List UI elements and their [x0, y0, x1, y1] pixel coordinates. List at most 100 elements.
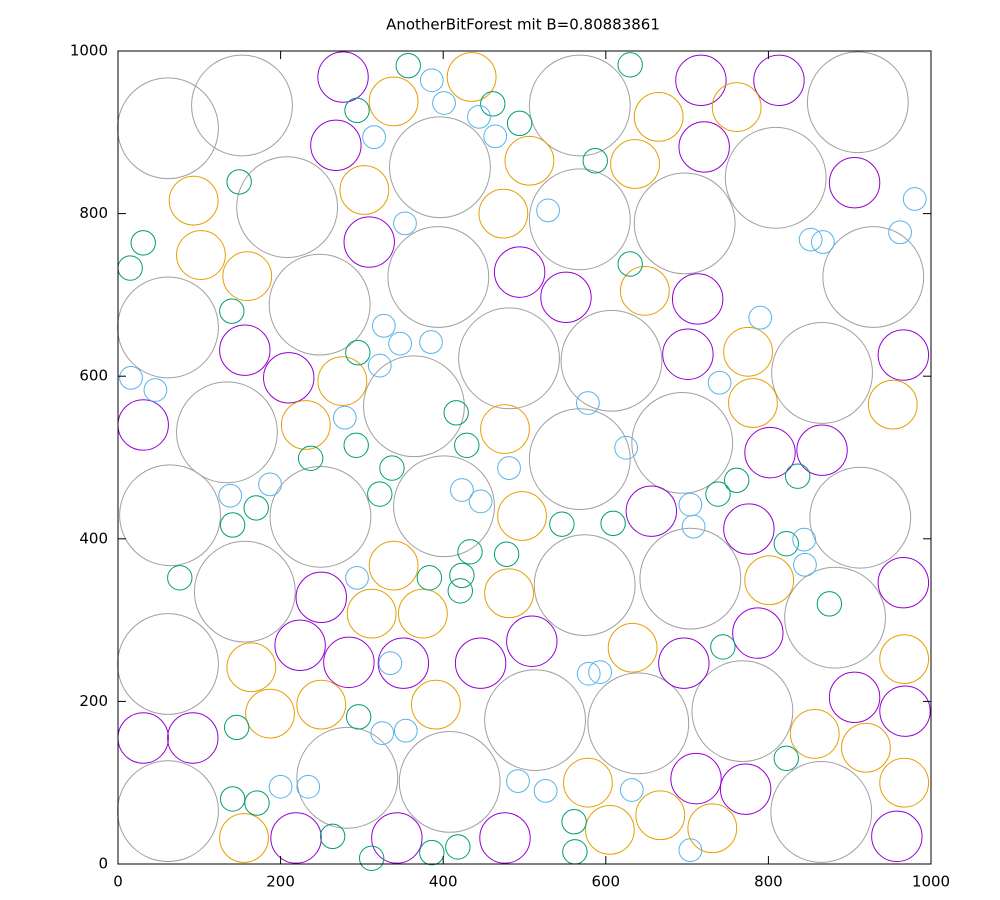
circle: [296, 726, 399, 829]
circle: [362, 125, 386, 150]
circle: [397, 588, 448, 639]
x-tick-label: 0: [113, 873, 123, 891]
circle: [367, 481, 393, 507]
circle: [879, 634, 930, 685]
circle: [563, 757, 613, 808]
y-tick-label: 800: [79, 204, 108, 222]
circle: [533, 534, 636, 637]
circle: [419, 330, 443, 354]
circle: [387, 226, 490, 328]
circle: [458, 307, 560, 410]
circle: [119, 365, 143, 390]
circle: [243, 495, 269, 521]
circle: [263, 352, 315, 404]
circle: [678, 121, 730, 173]
circle: [245, 688, 295, 739]
circle: [117, 613, 219, 715]
circle: [410, 679, 461, 730]
circle: [258, 472, 282, 497]
y-tick-label: 400: [79, 529, 108, 547]
circle: [560, 309, 663, 412]
circle: [773, 745, 799, 772]
circle: [610, 139, 660, 189]
circle: [344, 97, 370, 124]
circle: [226, 169, 252, 195]
circle: [358, 845, 385, 872]
circle: [368, 540, 419, 591]
circle: [789, 709, 840, 759]
circle: [119, 464, 221, 567]
circle: [378, 651, 403, 676]
circle: [236, 156, 339, 259]
circle: [528, 408, 631, 511]
circle: [678, 492, 703, 517]
circle: [841, 722, 891, 773]
x-tick-label: 600: [591, 873, 620, 891]
circle: [343, 432, 369, 458]
circle: [268, 774, 293, 799]
circle: [274, 619, 326, 672]
circle: [176, 381, 278, 484]
circle: [432, 91, 456, 115]
circle: [379, 455, 405, 481]
circle: [389, 116, 491, 219]
circle: [619, 265, 670, 316]
circle: [296, 774, 321, 799]
circle: [117, 760, 219, 863]
circle: [877, 556, 930, 609]
circle: [167, 712, 219, 764]
circle: [219, 813, 269, 863]
circle: [773, 530, 799, 557]
circle: [345, 704, 372, 730]
circle: [809, 466, 912, 569]
circle: [319, 823, 346, 850]
circle: [484, 568, 534, 619]
circle: [744, 555, 795, 606]
circle: [770, 761, 873, 863]
circle: [879, 757, 930, 808]
circle: [268, 253, 371, 356]
circle: [479, 812, 531, 864]
circle: [219, 512, 246, 538]
circle: [176, 230, 226, 280]
circle: [416, 565, 443, 591]
circle: [600, 510, 626, 537]
circle: [371, 812, 423, 864]
circle: [480, 404, 530, 454]
circle: [796, 424, 848, 476]
circle: [270, 812, 322, 864]
circle: [445, 834, 471, 860]
circle: [576, 391, 600, 415]
circle: [218, 483, 243, 508]
circle: [454, 637, 507, 689]
circle: [506, 769, 530, 793]
circle: [398, 730, 501, 833]
circle: [317, 356, 368, 406]
circle: [662, 328, 714, 380]
circle: [675, 54, 727, 106]
circle: [723, 467, 750, 493]
circle: [493, 541, 520, 567]
circle: [370, 721, 395, 745]
circle: [393, 455, 495, 558]
circle: [393, 211, 417, 236]
circle: [748, 305, 773, 330]
circle: [504, 135, 555, 186]
circle: [484, 669, 586, 772]
circle: [363, 355, 465, 458]
circle: [483, 124, 508, 149]
circle: [395, 52, 421, 79]
circle: [792, 527, 817, 552]
circle: [705, 481, 731, 507]
circle: [450, 478, 474, 502]
circle: [822, 226, 925, 328]
circle: [635, 790, 686, 841]
circle: [670, 752, 722, 805]
x-tick-label: 200: [266, 873, 295, 891]
circle: [798, 227, 823, 252]
circle: [117, 77, 219, 180]
circle: [446, 52, 497, 102]
circle: [625, 485, 678, 537]
